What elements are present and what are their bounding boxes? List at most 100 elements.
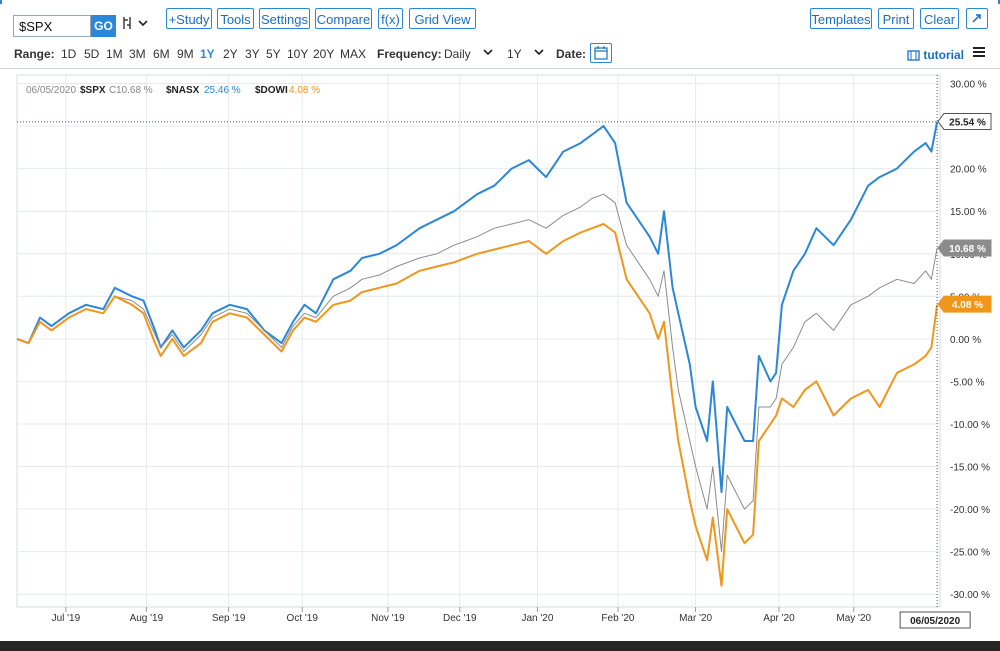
spx-value-tag-shape bbox=[937, 239, 992, 257]
film-icon bbox=[907, 50, 920, 61]
range-3y[interactable]: 3Y bbox=[245, 47, 260, 61]
y-tick-label: -15.00 % bbox=[950, 463, 990, 474]
expand-arrow-icon bbox=[972, 14, 981, 23]
legend-nasx-value: 25.46 % bbox=[204, 85, 241, 96]
templates-button[interactable]: Templates bbox=[810, 8, 872, 29]
go-button[interactable]: GO bbox=[91, 15, 116, 37]
x-tick-label: Apr '20 bbox=[763, 613, 795, 624]
range-label: Range: bbox=[14, 47, 55, 61]
chart-type-dropdown[interactable] bbox=[121, 15, 153, 34]
spx-value-tag: 10.68 % bbox=[937, 239, 992, 257]
chevron-down-icon bbox=[483, 49, 493, 56]
top-border bbox=[0, 0, 1000, 4]
x-tick-label: Aug '19 bbox=[130, 613, 164, 624]
series-group bbox=[16, 75, 940, 607]
y-tick-label: 20.00 % bbox=[950, 165, 987, 176]
spx-value-tag-text: 10.68 % bbox=[949, 244, 986, 255]
footer-bar bbox=[0, 641, 1000, 651]
x-tick-label: Jul '19 bbox=[52, 613, 81, 624]
x-tick-label: May '20 bbox=[836, 613, 871, 624]
tutorial-label: tutorial bbox=[923, 48, 965, 62]
y-tick-label: -5.00 % bbox=[950, 377, 985, 388]
dowi-value-tag: 4.08 % bbox=[937, 295, 992, 313]
y-tick-label: 30.00 % bbox=[950, 80, 987, 91]
compare-button[interactable]: Compare bbox=[315, 8, 372, 29]
date-label: Date: bbox=[556, 47, 587, 61]
legend: 06/05/2020 $SPX C 10.68 % $NASX 25.46 % … bbox=[26, 85, 320, 96]
range-9m[interactable]: 9M bbox=[177, 47, 194, 61]
x-tick-label: Nov '19 bbox=[371, 613, 405, 624]
legend-spx-value: 10.68 % bbox=[116, 85, 153, 96]
legend-date: 06/05/2020 bbox=[26, 85, 76, 96]
range-1d[interactable]: 1D bbox=[61, 47, 77, 61]
chevron-down-icon bbox=[534, 49, 544, 56]
legend-spx-prefix: C bbox=[109, 85, 116, 96]
date-picker-button[interactable] bbox=[590, 43, 612, 63]
x-tick-label: Oct '19 bbox=[287, 613, 319, 624]
clear-button[interactable]: Clear bbox=[920, 8, 959, 29]
frequency-select[interactable]: Daily bbox=[444, 47, 494, 61]
range-3m[interactable]: 3M bbox=[129, 47, 146, 61]
y-tick-label: -25.00 % bbox=[950, 548, 990, 559]
y-tick-label: 15.00 % bbox=[950, 207, 987, 218]
y-tick-label: 0.00 % bbox=[950, 335, 981, 346]
end-date-text: 06/05/2020 bbox=[910, 616, 960, 627]
y-tick-label: -30.00 % bbox=[950, 590, 990, 601]
crosshair-value-tag-text: 25.54 % bbox=[949, 117, 986, 128]
x-tick-label: Dec '19 bbox=[443, 613, 477, 624]
menu-button[interactable] bbox=[972, 45, 986, 62]
tools-button[interactable]: Tools bbox=[217, 8, 254, 29]
end-date-box bbox=[899, 611, 971, 629]
hamburger-menu-icon bbox=[973, 47, 985, 57]
legend-dowi-symbol: $DOWI bbox=[255, 85, 288, 96]
range-10y[interactable]: 10Y bbox=[287, 47, 309, 61]
x-tick-label: Sep '19 bbox=[212, 613, 246, 624]
grid bbox=[16, 74, 941, 608]
expand-button[interactable] bbox=[966, 8, 988, 29]
grid-view-button[interactable]: Grid View bbox=[409, 8, 476, 29]
series-line-spx bbox=[16, 193, 938, 553]
legend-spx-symbol: $SPX bbox=[80, 85, 106, 96]
range-20y[interactable]: 20Y bbox=[313, 47, 335, 61]
legend-nasx-symbol: $NASX bbox=[166, 85, 200, 96]
function-button[interactable]: f(x) bbox=[378, 8, 403, 29]
series-line-dowi bbox=[16, 223, 939, 587]
print-button[interactable]: Print bbox=[878, 8, 914, 29]
study-button[interactable]: +Study bbox=[166, 8, 212, 29]
candlestick-icon bbox=[123, 17, 148, 29]
plot-frame bbox=[16, 74, 941, 608]
y-axis: 30.00 %25.00 %20.00 %15.00 %10.00 %5.00 … bbox=[937, 80, 992, 601]
period-select[interactable]: 1Y bbox=[507, 47, 545, 61]
chart-area[interactable]: 30.00 %25.00 %20.00 %15.00 %10.00 %5.00 … bbox=[0, 69, 1000, 641]
end-date-tag: 06/05/2020 bbox=[899, 611, 971, 629]
tutorial-link[interactable]: tutorial bbox=[907, 48, 964, 62]
range-1y[interactable]: 1Y bbox=[200, 47, 215, 61]
y-tick-label: -20.00 % bbox=[950, 505, 990, 516]
frequency-label: Frequency: bbox=[377, 47, 442, 61]
crosshair-value-tag-shape bbox=[937, 112, 992, 130]
symbol-input[interactable] bbox=[13, 15, 91, 37]
chevron-down-icon bbox=[138, 20, 148, 27]
x-tick-label: Feb '20 bbox=[601, 613, 634, 624]
dowi-value-tag-text: 4.08 % bbox=[952, 300, 983, 311]
separator bbox=[0, 68, 1000, 69]
crosshair-value-tag: 25.54 % bbox=[937, 112, 992, 130]
settings-button[interactable]: Settings bbox=[259, 8, 310, 29]
x-tick-label: Jan '20 bbox=[521, 613, 553, 624]
calendar-icon bbox=[594, 46, 608, 60]
legend-dowi-value: 4.08 % bbox=[289, 85, 320, 96]
x-axis: Jul '19 Aug '19 Sep '19 Oct '19 Nov '19 Dec '… bbox=[52, 607, 971, 629]
range-5y[interactable]: 5Y bbox=[266, 47, 281, 61]
x-tick-label: Mar '20 bbox=[679, 613, 712, 624]
dowi-value-tag-shape bbox=[937, 295, 992, 313]
frequency-value: Daily bbox=[444, 47, 471, 61]
period-value: 1Y bbox=[507, 47, 522, 61]
range-1m[interactable]: 1M bbox=[106, 47, 123, 61]
range-max[interactable]: MAX bbox=[340, 47, 367, 61]
range-2y[interactable]: 2Y bbox=[223, 47, 238, 61]
range-bar: Range: 1D 5D 1M 3M 6M 9M 1Y 2Y 3Y 5Y 10Y… bbox=[0, 43, 1000, 67]
y-tick-label: -10.00 % bbox=[950, 420, 990, 431]
range-6m[interactable]: 6M bbox=[153, 47, 170, 61]
range-5d[interactable]: 5D bbox=[84, 47, 100, 61]
series-line-nasx bbox=[16, 121, 939, 494]
